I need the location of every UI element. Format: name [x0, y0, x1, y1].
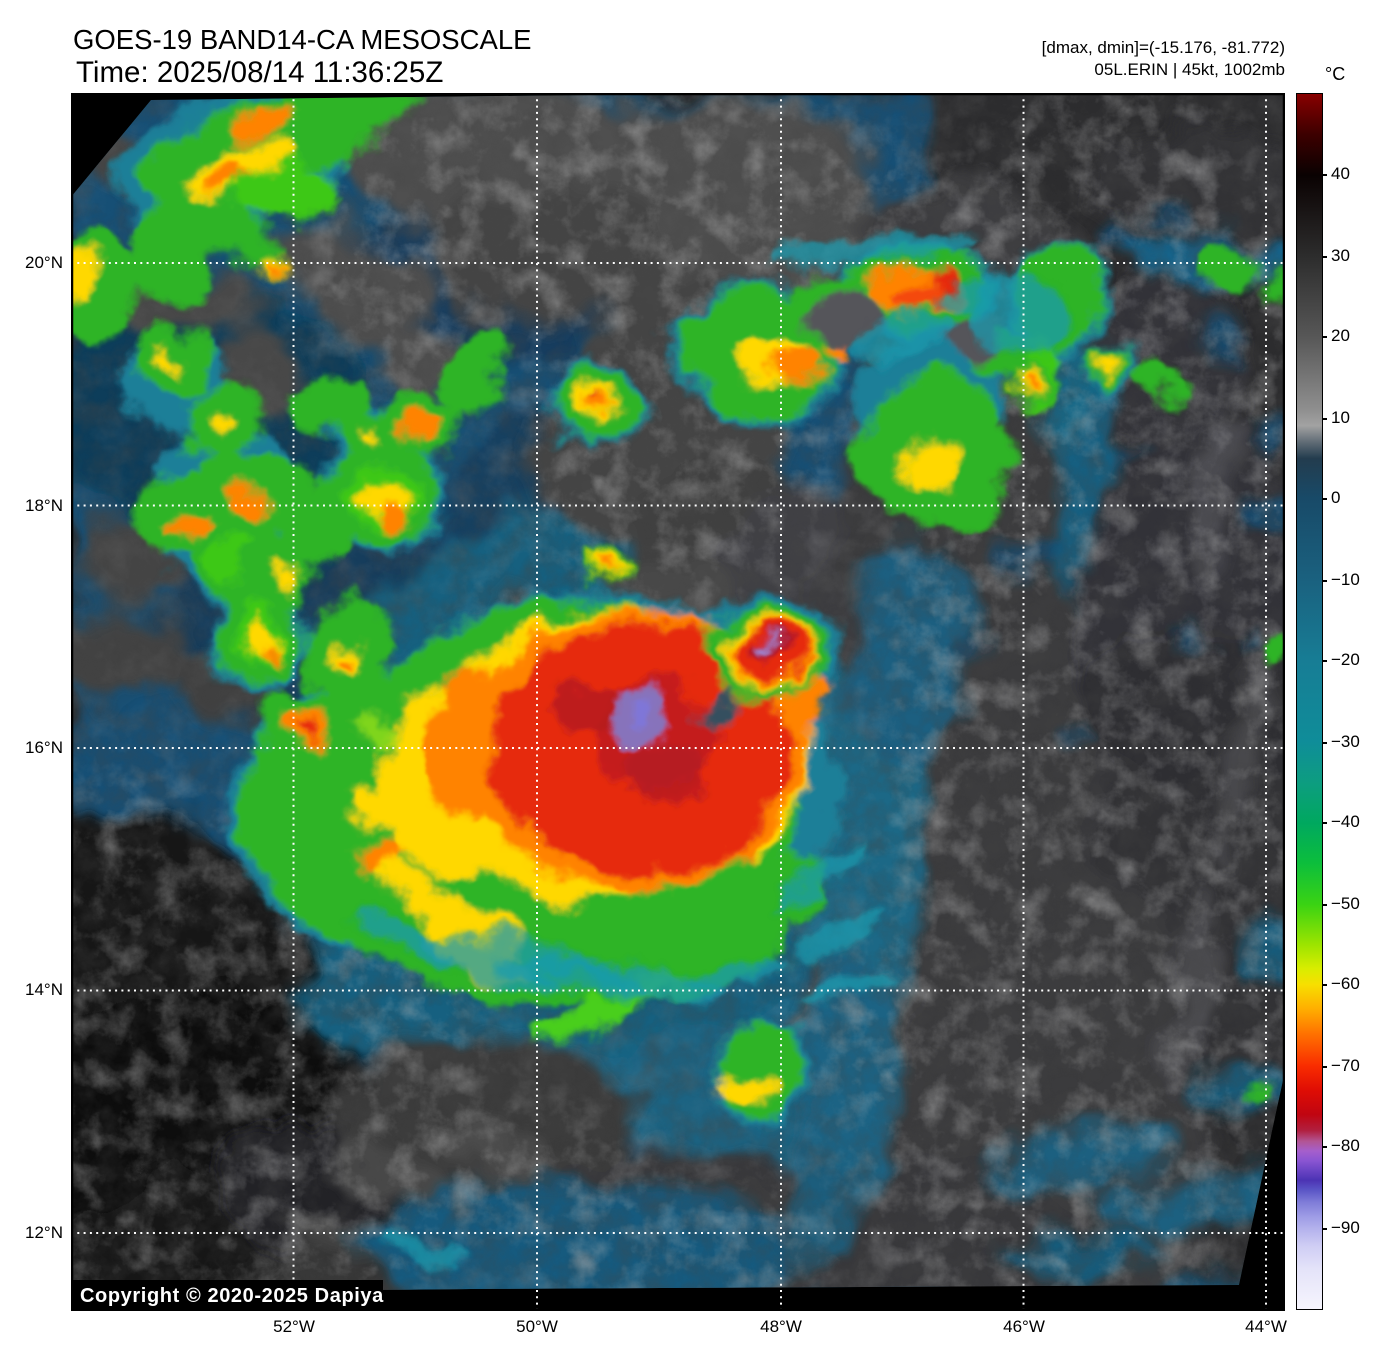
svg-text:Copyright © 2020-2025 Dapiya: Copyright © 2020-2025 Dapiya	[80, 1285, 384, 1307]
